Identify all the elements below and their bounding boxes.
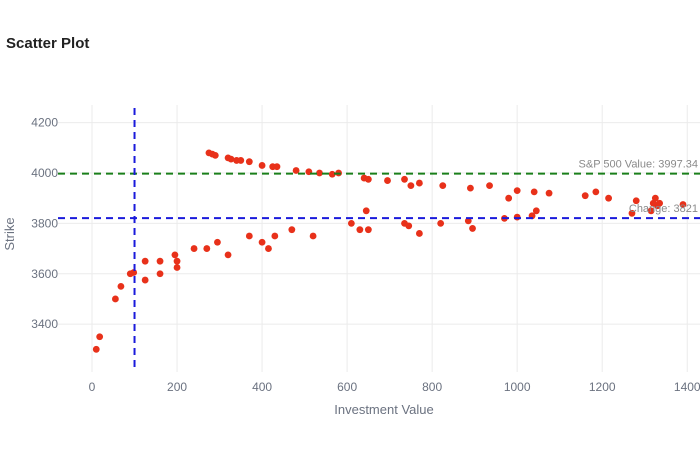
- data-point: [628, 209, 636, 217]
- data-point: [347, 219, 355, 227]
- data-point: [415, 179, 423, 187]
- data-point: [364, 226, 372, 234]
- data-point: [309, 232, 317, 240]
- data-point: [405, 222, 413, 230]
- data-point: [214, 238, 221, 246]
- data-point: [605, 194, 612, 202]
- data-point: [117, 282, 125, 290]
- reference-lines: [58, 108, 700, 372]
- reference-line-label: S&P 500 Value: 3997.34: [579, 159, 698, 171]
- data-point: [258, 238, 266, 246]
- data-point: [156, 270, 164, 278]
- data-point: [362, 207, 370, 215]
- y-tick-label: 3800: [31, 216, 58, 230]
- data-point: [505, 194, 513, 202]
- data-point: [245, 158, 253, 166]
- data-point: [592, 188, 600, 196]
- data-point: [656, 199, 664, 207]
- x-axis-ticks: 0 200 400 600 800 1000 1200 1400: [89, 380, 700, 394]
- data-point: [173, 264, 181, 271]
- data-point: [532, 207, 540, 215]
- data-point: [384, 177, 391, 184]
- data-point: [439, 182, 447, 190]
- data-point: [530, 188, 538, 196]
- data-point: [647, 207, 655, 215]
- data-point: [271, 232, 279, 240]
- data-point: [96, 333, 104, 341]
- x-tick-label: 800: [422, 380, 442, 394]
- data-point: [141, 257, 149, 265]
- data-point: [415, 230, 423, 237]
- data-point: [469, 225, 476, 232]
- y-axis-ticks: 3400 3600 3800 4000 4200: [31, 116, 58, 332]
- y-axis-title: Strike: [2, 217, 17, 250]
- reference-line-label: Change: 3821: [629, 203, 698, 215]
- x-tick-label: 1200: [589, 380, 616, 394]
- x-tick-label: 200: [167, 380, 187, 394]
- data-point: [513, 213, 521, 221]
- data-point: [227, 155, 235, 163]
- data-point: [649, 199, 657, 207]
- data-point: [190, 245, 198, 252]
- data-point: [464, 217, 472, 225]
- data-point: [156, 257, 164, 265]
- data-point: [211, 151, 219, 159]
- data-point: [316, 169, 323, 177]
- data-point: [328, 170, 336, 178]
- data-point: [141, 276, 149, 284]
- chart-title: Scatter Plot: [6, 35, 90, 52]
- data-point: [111, 295, 119, 303]
- data-point: [437, 219, 445, 227]
- data-point: [679, 201, 687, 208]
- data-point: [273, 163, 281, 171]
- x-tick-label: 0: [89, 380, 96, 394]
- y-tick-label: 4200: [31, 116, 58, 130]
- x-tick-label: 1000: [504, 380, 531, 394]
- data-point: [203, 245, 211, 252]
- grid-lines: [58, 105, 700, 372]
- data-point: [401, 175, 408, 183]
- data-point: [92, 345, 100, 353]
- x-tick-label: 1400: [674, 380, 700, 394]
- data-point: [173, 257, 181, 265]
- data-point: [245, 232, 253, 240]
- data-point: [292, 167, 300, 174]
- data-point: [407, 182, 415, 190]
- data-point: [467, 184, 474, 192]
- data-point: [513, 187, 521, 195]
- data-point: [258, 162, 266, 169]
- data-point: [171, 251, 179, 259]
- y-tick-label: 3600: [31, 267, 58, 281]
- x-axis-title: Investment Value: [334, 402, 433, 417]
- reference-labels: S&P 500 Value: 3997.34 Change: 3821: [579, 159, 698, 215]
- data-points: [92, 149, 687, 353]
- data-point: [545, 189, 553, 197]
- x-tick-label: 600: [337, 380, 357, 394]
- data-point: [486, 182, 493, 190]
- y-tick-label: 4000: [31, 166, 58, 180]
- y-tick-label: 3400: [31, 317, 58, 331]
- data-point: [265, 245, 272, 252]
- data-point: [288, 226, 296, 234]
- data-point: [224, 251, 232, 259]
- data-point: [632, 197, 640, 205]
- data-point: [581, 192, 589, 200]
- x-tick-label: 400: [252, 380, 272, 394]
- data-point: [356, 226, 364, 234]
- data-point: [364, 175, 372, 183]
- data-point: [237, 157, 245, 164]
